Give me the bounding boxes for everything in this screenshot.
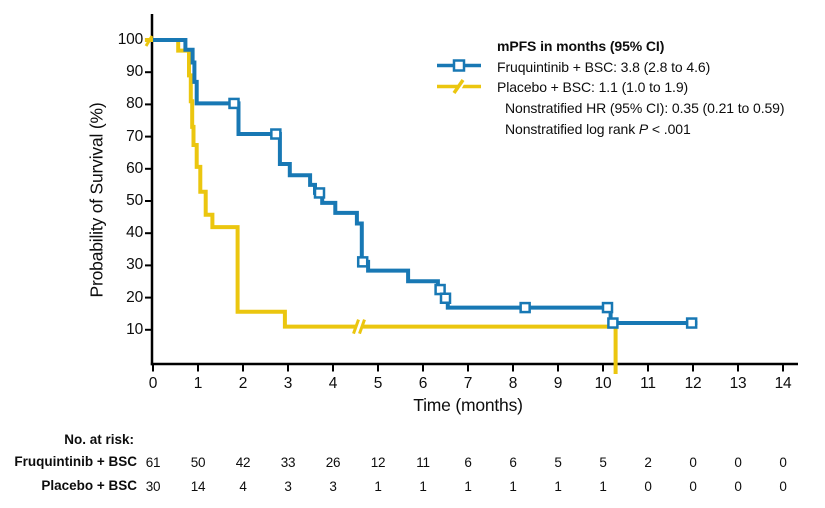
x-tick-label: 8 xyxy=(508,375,518,392)
risk-value: 6 xyxy=(464,455,472,470)
risk-value: 1 xyxy=(374,479,382,494)
y-tick-label: 80 xyxy=(126,95,143,113)
x-axis-title: Time (months) xyxy=(413,395,523,415)
x-tick-label: 0 xyxy=(148,375,158,392)
fruquintinib-censor-marker xyxy=(270,128,282,140)
risk-value: 6 xyxy=(509,455,517,470)
legend-note-logrank-prefix: Nonstratified log rank xyxy=(505,120,639,137)
fruquintinib-censor-marker xyxy=(607,317,619,329)
x-tick-label: 7 xyxy=(463,375,473,392)
y-tick-label: 100 xyxy=(117,31,143,48)
risk-value: 0 xyxy=(644,479,652,494)
legend-note-logrank: Nonstratified log rank P < .001 xyxy=(437,119,784,140)
legend-placebo-marker xyxy=(452,79,465,94)
legend-item-fruquintinib: Fruquintinib + BSC: 3.8 (2.8 to 4.6) xyxy=(437,57,784,78)
legend-note-hr: Nonstratified HR (95% CI): 0.35 (0.21 to… xyxy=(437,98,785,119)
risk-value: 14 xyxy=(190,479,206,494)
risk-value: 1 xyxy=(599,479,607,494)
legend-item-placebo: Placebo + BSC: 1.1 (1.0 to 1.9) xyxy=(437,77,784,98)
placebo-break-slash xyxy=(358,319,366,335)
risk-value: 5 xyxy=(599,455,607,470)
x-tick-label: 1 xyxy=(193,375,203,392)
legend-note-hr-text: Nonstratified HR (95% CI): 0.35 (0.21 to… xyxy=(505,100,785,117)
x-tick-label: 6 xyxy=(418,375,428,392)
placebo-break-slash xyxy=(352,319,360,335)
x-tick-label: 13 xyxy=(729,375,747,392)
legend-note-logrank-p: P xyxy=(638,120,649,137)
risk-value: 2 xyxy=(644,455,652,470)
fruquintinib-censor-marker xyxy=(439,292,452,304)
fruquintinib-censor-marker xyxy=(356,256,369,268)
risk-value: 42 xyxy=(235,455,251,470)
risk-value: 0 xyxy=(689,479,697,494)
risk-table-title: No. at risk: xyxy=(64,432,134,447)
y-tick-label: 70 xyxy=(126,127,143,145)
risk-value: 11 xyxy=(416,455,430,470)
y-tick-label: 50 xyxy=(126,192,143,209)
risk-value: 30 xyxy=(145,479,161,494)
legend-item-placebo-label: Placebo + BSC: 1.1 (1.0 to 1.9) xyxy=(497,79,689,96)
placebo-break-gap xyxy=(353,317,365,336)
risk-row-label-placebo: Placebo + BSC xyxy=(41,478,137,493)
risk-value: 50 xyxy=(190,455,206,470)
x-tick-label: 2 xyxy=(238,375,248,392)
x-tick-label: 11 xyxy=(640,375,656,392)
risk-value: 33 xyxy=(280,455,296,470)
risk-value: 1 xyxy=(464,479,472,494)
risk-row-label-fruquintinib: Fruquintinib + BSC xyxy=(14,454,137,469)
x-tick-label: 9 xyxy=(553,375,563,392)
x-tick-label: 3 xyxy=(283,375,293,392)
x-tick-label: 14 xyxy=(774,375,792,392)
y-tick-label: 40 xyxy=(126,224,143,242)
legend-note-logrank-suffix: < .001 xyxy=(648,120,691,137)
x-tick-label: 10 xyxy=(594,375,612,392)
risk-value: 0 xyxy=(779,479,787,494)
risk-value: 3 xyxy=(329,479,337,494)
risk-value: 0 xyxy=(779,455,787,470)
risk-value: 12 xyxy=(370,455,386,470)
risk-value: 4 xyxy=(239,479,247,494)
risk-value: 61 xyxy=(145,455,161,470)
y-tick-label: 30 xyxy=(126,256,143,274)
risk-value: 0 xyxy=(689,455,697,470)
risk-value: 0 xyxy=(734,455,742,470)
legend: mPFS in months (95% CI) Fruquintinib + B… xyxy=(437,36,785,140)
risk-value: 1 xyxy=(419,479,427,494)
risk-value: 5 xyxy=(554,455,562,470)
fruquintinib-censor-marker xyxy=(601,301,614,314)
legend-title: mPFS in months (95% CI) xyxy=(497,38,665,54)
y-tick-label: 90 xyxy=(126,63,143,81)
y-tick-label: 20 xyxy=(126,288,143,306)
x-tick-label: 4 xyxy=(328,375,338,392)
risk-value: 3 xyxy=(284,479,292,494)
legend-item-fruquintinib-label: Fruquintinib + BSC: 3.8 (2.8 to 4.6) xyxy=(497,58,711,75)
fruquintinib-censor-marker xyxy=(685,317,698,329)
risk-value: 26 xyxy=(325,455,341,470)
risk-value: 1 xyxy=(509,479,517,494)
risk-value: 0 xyxy=(734,479,742,494)
fruquintinib-censor-marker xyxy=(313,187,326,199)
fruquintinib-censor-marker xyxy=(519,301,531,314)
placebo-start-tick xyxy=(144,35,154,47)
placebo-curve xyxy=(144,38,618,374)
legend-fruquintinib-marker xyxy=(452,59,466,72)
y-tick-label: 60 xyxy=(126,159,143,177)
risk-value: 1 xyxy=(554,479,562,494)
y-tick-label: 10 xyxy=(126,320,143,338)
x-tick-label: 5 xyxy=(373,375,383,392)
x-tick-label: 12 xyxy=(684,375,702,392)
fruquintinib-censor-marker xyxy=(228,97,240,110)
